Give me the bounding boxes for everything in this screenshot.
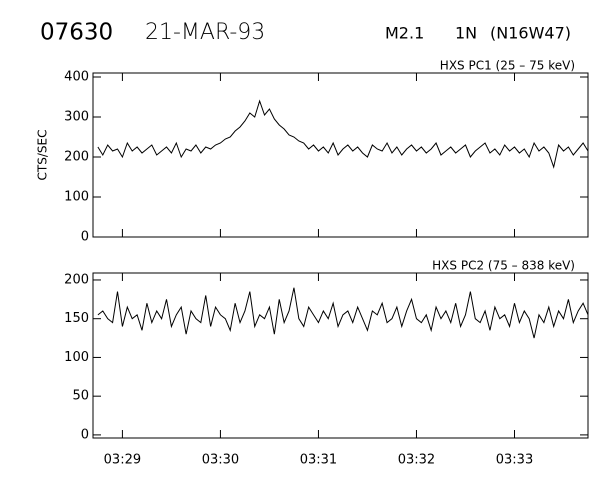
- y-tick-label: 400: [64, 70, 89, 85]
- y-tick-label: 100: [64, 350, 89, 365]
- flare-importance: 1N: [455, 24, 477, 43]
- x-tick-label: 03:30: [202, 453, 239, 468]
- panel-title: HXS PC1 (25 – 75 keV): [440, 59, 575, 73]
- plot-frame: [92, 272, 589, 439]
- panel-title: HXS PC2 (75 – 838 keV): [432, 259, 575, 273]
- y-tick-label: 0: [81, 230, 89, 245]
- y-tick-label: 200: [64, 272, 89, 287]
- event-date: 21-MAR-93: [145, 20, 265, 45]
- x-tick-label: 03:29: [104, 453, 141, 468]
- y-tick-label: 200: [64, 150, 89, 165]
- y-tick-label: 50: [72, 389, 89, 404]
- y-tick-label: 150: [64, 311, 89, 326]
- y-tick-label: 0: [81, 427, 89, 442]
- y-tick-label: 300: [64, 110, 89, 125]
- event-id: 07630: [40, 20, 113, 46]
- x-tick-label: 03:33: [496, 453, 533, 468]
- flare-location: (N16W47): [490, 24, 571, 43]
- y-axis-label: CTS/SEC: [36, 130, 50, 181]
- x-tick-label: 03:31: [300, 453, 337, 468]
- plot-frame: [92, 72, 589, 238]
- x-tick-label: 03:32: [398, 453, 435, 468]
- y-tick-label: 100: [64, 190, 89, 205]
- data-line: [97, 99, 589, 169]
- flare-class: M2.1: [385, 24, 424, 43]
- data-line: [97, 287, 589, 339]
